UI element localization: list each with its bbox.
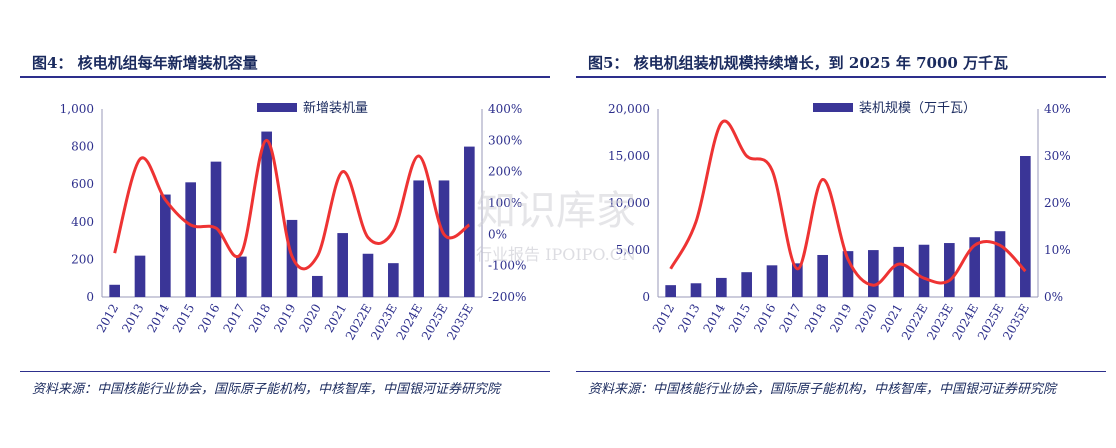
x-tick-label: 2019 [827, 302, 854, 335]
source-divider [576, 371, 1106, 372]
bar [994, 231, 1006, 297]
bar [918, 244, 930, 297]
title-divider [20, 76, 550, 78]
x-tick-label: 2018 [246, 302, 273, 335]
y-tick-label: 0 [642, 290, 650, 304]
y-tick-label: 10,000 [608, 196, 650, 210]
bar [1020, 156, 1031, 297]
chart-title: 图4： 核电机组每年新增装机容量 [32, 54, 258, 72]
y-tick-label: 5,000 [616, 243, 650, 257]
bar [766, 265, 778, 297]
bar [261, 131, 272, 297]
x-tick-label: 2020 [853, 302, 880, 335]
bar [109, 284, 120, 297]
y-tick-label: 20,000 [608, 102, 650, 116]
bar [893, 246, 904, 297]
chart-panel-left: 图4： 核电机组每年新增装机容量 0 200 400 600 800 1,000 -200%… [20, 0, 550, 448]
x-tick-label: 2015 [170, 302, 197, 335]
bar [792, 263, 803, 297]
bar [134, 255, 146, 297]
y2-tick-label: -200% [488, 290, 526, 304]
x-tick-label: 2016 [751, 302, 778, 335]
legend-label: 新增装机量 [303, 100, 368, 116]
x-tick-label: 2013 [675, 302, 702, 335]
chart-panel-right: 图5： 核电机组装机规模持续增长，到 2025 年 7000 万千瓦 0 5,00… [576, 0, 1106, 448]
source-note: 资料来源：中国核能行业协会，国际原子能机构，中核智库，中国银河证券研究院 [32, 382, 501, 397]
x-tick-label: 2012 [94, 302, 121, 335]
y-tick-label: 400 [71, 215, 94, 229]
y2-tick-label: 300% [488, 133, 522, 147]
x-tick-label: 2020 [297, 302, 324, 335]
bar [842, 251, 854, 297]
y-tick-label: 1,000 [60, 102, 94, 116]
y2-tick-label: 0% [488, 227, 507, 241]
bar [464, 146, 475, 297]
y-tick-label: 800 [71, 140, 94, 154]
y-tick-label: 0 [86, 290, 94, 304]
bar [944, 243, 955, 297]
bar [665, 285, 676, 297]
bar [716, 277, 727, 297]
y-tick-label: 15,000 [608, 149, 650, 163]
legend-swatch [813, 103, 853, 112]
y2-tick-label: 100% [488, 196, 522, 210]
y2-tick-label: 400% [488, 102, 522, 116]
x-tick-label: 2017 [221, 302, 248, 335]
bar [312, 275, 323, 297]
y2-tick-label: 30% [1044, 149, 1071, 163]
x-tick-label: 2014 [145, 301, 173, 335]
x-tick-label: 2017 [777, 302, 804, 335]
legend-swatch [257, 103, 297, 112]
x-tick-label: 2014 [701, 301, 729, 335]
growth-line [669, 119, 1027, 287]
chart-svg-left: 0 200 400 600 800 1,000 -200% -100% 0% 100% 200% 30… [60, 100, 527, 343]
bar [160, 194, 171, 297]
x-tick-label: 2019 [271, 302, 298, 335]
bar [236, 256, 247, 297]
bar [362, 253, 374, 297]
y-tick-label: 600 [71, 177, 94, 191]
y2-tick-label: 0% [1044, 290, 1063, 304]
y2-tick-label: 40% [1044, 102, 1071, 116]
bar [438, 180, 450, 297]
x-tick-label: 2012 [650, 302, 677, 335]
source-divider [20, 371, 550, 372]
bar [969, 237, 980, 297]
x-tick-label: 2015 [726, 302, 753, 335]
source-note: 资料来源：中国核能行业协会，国际原子能机构，中核智库，中国银河证券研究院 [588, 382, 1057, 397]
bar [817, 254, 828, 297]
chart-svg-right: 0 5,000 10,000 15,000 20,000 0% 10% 20% 30% 40% 20… [608, 101, 1071, 343]
growth-line [113, 138, 471, 271]
y-tick-label: 200 [71, 252, 94, 266]
y2-tick-label: 200% [488, 165, 522, 179]
x-tick-label: 2018 [802, 302, 829, 335]
chart-title: 图5： 核电机组装机规模持续增长，到 2025 年 7000 万千瓦 [588, 54, 1009, 72]
bar [690, 283, 702, 297]
x-tick-label: 2016 [195, 302, 222, 335]
y2-tick-label: 10% [1044, 243, 1071, 257]
x-tick-label: 2013 [119, 302, 146, 335]
bar [741, 272, 752, 297]
title-divider [576, 76, 1106, 78]
bar [388, 263, 399, 297]
bar [413, 180, 424, 297]
legend-label: 装机规模（万千瓦） [859, 101, 976, 116]
y2-tick-label: 20% [1044, 196, 1071, 210]
bar [337, 233, 348, 297]
bar [185, 182, 196, 297]
y2-tick-label: -100% [488, 259, 526, 273]
bar [868, 250, 879, 297]
